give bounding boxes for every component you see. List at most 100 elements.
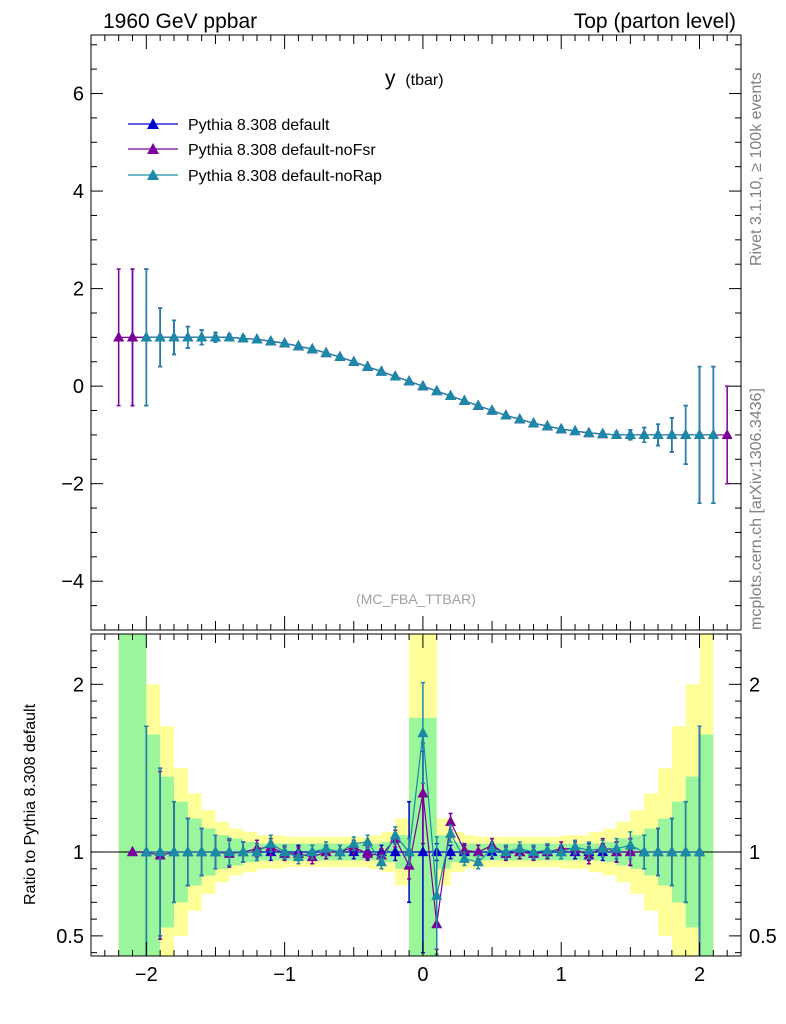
band-inner-bin [409,717,423,956]
data-point-norap [389,829,401,840]
data-point-nofsr [721,428,733,440]
data-point-nofsr [362,847,374,858]
data-point-norap [140,845,152,857]
rivet-version-label: Rivet 3.1.10, ≥ 100k events [748,72,765,266]
data-point-norap [182,845,194,857]
legend-marker-norap [147,169,159,180]
band-inner-bin [699,734,714,956]
data-point-norap [375,856,387,867]
data-point-default [389,845,401,857]
ratio-x-axis: −2 −1 0 1 2 [90,634,742,986]
x-tick-label: 0 [417,964,428,986]
data-point-norap [707,428,719,440]
data-point-nofsr [126,331,138,342]
plot-title-main: y [385,67,396,90]
main-y-axis: −4 −2 0 2 4 6 [61,44,741,631]
legend-marker-nofsr [147,143,159,154]
main-x-axis [90,35,742,630]
mcplots-source-label: mcplots.cern.ch [arXiv:1306.3436] [748,388,765,630]
data-point-norap [583,844,595,855]
ratio-y-axis: 0.5 0.5 1 1 2 2 [56,633,777,954]
data-point-norap [638,845,650,857]
data-point-norap [237,332,249,343]
data-point-norap [265,335,277,346]
band-inner-bin [118,634,133,956]
y-tick-label-right: 2 [749,674,760,696]
legend-label-norap: Pythia 8.308 default-noRap [188,168,382,185]
data-point-norap [445,827,457,838]
data-point-norap [403,845,415,857]
plot-title: y (tbar) [385,67,444,90]
data-point-norap [154,331,166,342]
data-point-norap [306,845,318,857]
data-point-norap [541,844,553,855]
data-point-norap [666,845,678,857]
data-point-norap [624,428,636,440]
data-point-norap [292,851,304,862]
data-point-norap [597,427,609,439]
data-point-norap [624,839,636,850]
legend-entry-nofsr: Pythia 8.308 default-noFsr [128,142,376,159]
y-tick-label: −2 [61,474,84,496]
data-point-norap [528,417,540,428]
series-line-norap [146,336,714,436]
data-point-norap [680,428,692,440]
data-point-norap [182,331,194,342]
data-point-norap [417,380,429,391]
data-point-norap [209,845,221,857]
data-point-norap [458,852,470,863]
series-norap [140,268,719,504]
data-point-norap [362,835,374,847]
x-tick-label: 1 [556,964,567,986]
data-point-norap [223,845,235,857]
series-norap [140,681,706,956]
data-point-norap [320,346,332,358]
plot-title-sub: (tbar) [405,72,443,89]
data-point-norap [514,413,526,424]
data-point-norap [306,343,318,354]
data-point-norap [638,428,650,440]
data-point-norap [292,340,304,351]
legend-entry-norap: Pythia 8.308 default-noRap [128,168,382,185]
y-tick-label: 4 [73,181,84,203]
data-point-norap [486,842,498,853]
data-point-norap [445,389,457,401]
y-tick-label: 2 [73,279,84,301]
data-point-norap [251,333,263,344]
data-point-norap [486,404,498,415]
data-point-norap [168,331,180,342]
data-point-norap [196,331,208,342]
y-tick-label: 6 [73,84,84,106]
legend-label-nofsr: Pythia 8.308 default-noFsr [188,142,376,159]
data-point-norap [403,375,415,386]
data-point-norap [334,350,346,362]
data-point-norap [168,845,180,857]
legend-entry-default: Pythia 8.308 default [128,117,330,134]
data-point-norap [541,420,553,431]
data-point-norap [279,845,291,857]
data-point-norap [472,399,484,410]
data-point-norap [140,331,152,342]
ratio-ylabel: Ratio to Pythia 8.308 default [22,703,39,905]
data-point-norap [528,845,540,857]
data-point-norap [694,845,706,857]
data-point-nofsr [113,331,125,342]
data-point-norap [389,370,401,381]
data-point-norap [652,428,664,440]
data-point-norap [196,845,208,857]
data-point-norap [680,845,692,857]
data-point-norap [555,845,567,857]
data-point-nofsr [458,844,470,855]
data-point-norap [694,428,706,440]
data-point-norap [500,845,512,857]
legend-marker-default [147,118,159,129]
data-point-norap [611,842,623,853]
header-right-label: Top (parton level) [574,10,736,33]
ratio-frame [90,633,742,957]
data-point-norap [209,331,221,342]
x-tick-label: 2 [694,964,705,986]
header-left-label: 1960 GeV ppbar [103,10,257,33]
analysis-label: (MC_FBA_TTBAR) [356,591,476,607]
data-point-norap [348,355,360,366]
